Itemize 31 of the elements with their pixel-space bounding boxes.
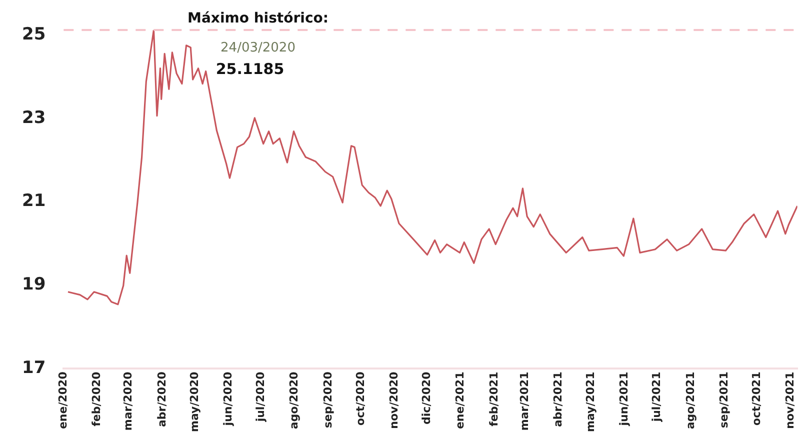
x-tick-label: oct/2021 [750, 372, 764, 426]
x-tick-label: dic/2020 [420, 371, 434, 424]
x-tick-label: mar/2021 [518, 372, 531, 431]
x-tick-label: sep/2021 [717, 372, 730, 428]
x-tick-label: abr/2020 [155, 371, 168, 428]
x-tick-label: may/2021 [584, 372, 597, 432]
annotation: 24/03/2020 [220, 40, 296, 56]
x-tick-label: oct/2020 [354, 371, 367, 426]
x-tick-label: nov/2020 [388, 371, 401, 429]
x-tick-label: nov/2021 [784, 372, 797, 429]
x-tick-label: abr/2021 [551, 372, 564, 428]
x-tick-label: jun/2020 [221, 371, 234, 427]
y-tick-label: 19 [22, 274, 46, 295]
y-tick-label: 23 [22, 108, 46, 128]
x-tick-label: jun/2021 [618, 372, 631, 427]
x-tick-label: feb/2020 [90, 371, 104, 426]
y-tick-label: 25 [22, 24, 46, 44]
y-tick-label: 17 [22, 358, 46, 378]
y-tick-label: 21 [22, 191, 46, 212]
x-tick-label: sep/2020 [321, 371, 334, 428]
x-tick-label: jul/2020 [254, 371, 268, 423]
x-tick-label: ene/2021 [454, 372, 467, 430]
x-tick-label: mar/2020 [122, 371, 135, 431]
x-tick-label: ene/2020 [56, 371, 70, 430]
x-tick-label: jul/2021 [650, 372, 664, 423]
x-tick-label: feb/2021 [487, 372, 500, 426]
annotation: 25.1185 [216, 60, 284, 78]
ref-line-label: Máximo histórico: [188, 10, 328, 27]
x-tick-label: ago/2021 [684, 372, 697, 430]
x-tick-label: ago/2020 [288, 371, 301, 430]
x-tick-label: may/2020 [188, 371, 201, 432]
